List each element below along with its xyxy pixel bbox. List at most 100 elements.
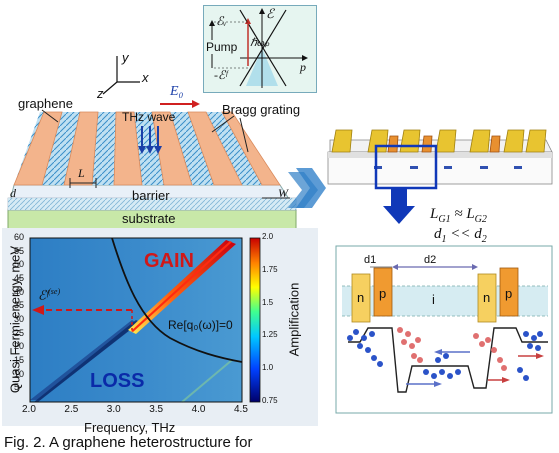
eq-d2: d: [474, 226, 482, 242]
carrier-dot: [479, 341, 485, 347]
y-tick-label: 55: [14, 245, 25, 256]
carrier-dot: [485, 337, 491, 343]
carrier-dot: [443, 353, 449, 359]
band-ev-label: ℰᵥ: [216, 14, 227, 28]
carrier-dot: [423, 369, 429, 375]
carrier-dot: [415, 337, 421, 343]
y-tick-label: 40: [14, 286, 25, 297]
y-tick-label: 45: [14, 273, 25, 283]
carrier-dot: [497, 357, 503, 363]
w-label: W: [278, 186, 288, 200]
y-tick-label: 10: [14, 368, 25, 379]
carrier-dot: [411, 353, 417, 359]
y-tick-label: 5: [14, 382, 20, 393]
carrier-dot: [517, 367, 523, 373]
band-ef-label: -ℰᶠ: [214, 68, 228, 82]
carrier-dot: [537, 331, 543, 337]
eq-lg1-sub: G1: [438, 214, 451, 225]
field-e0-label: E₀: [170, 84, 184, 99]
ef-se-label: ℰᶠ(se): [38, 287, 60, 303]
region-i: i: [432, 292, 435, 307]
eq-d1-sub: 1: [441, 234, 447, 245]
band-momentum-axis-label: p: [300, 60, 306, 74]
carrier-dot: [397, 327, 403, 333]
graphene-label: graphene: [18, 96, 73, 111]
barrier-label: barrier: [132, 188, 170, 203]
ef-se-sup: (se): [48, 287, 61, 296]
carrier-dot: [377, 361, 383, 367]
x-tick-label: 4.0: [191, 404, 206, 415]
gain-map-xlabel: Frequency, THz: [84, 420, 176, 435]
carrier-dot: [501, 365, 507, 371]
colorbar-tick-label: 1.5: [262, 297, 274, 307]
carrier-dot: [365, 347, 371, 353]
region-n1: n: [357, 290, 365, 305]
x-tick-label: 4.5: [234, 404, 248, 415]
colorbar-tick-label: 2.0: [262, 232, 274, 241]
band-hw-label: ℏωₚ: [250, 37, 270, 49]
gain-label: GAIN: [144, 250, 194, 272]
y-tick-label: 35: [14, 300, 25, 311]
d2-label: d2: [424, 254, 437, 266]
carrier-dot: [371, 355, 377, 361]
y-tick-label: 50: [14, 259, 25, 270]
colorbar-tick-label: 1.0: [262, 363, 274, 373]
eq-lg1: L: [430, 206, 439, 222]
eq-d2-sub: 2: [481, 234, 487, 245]
band-pump-label: Pump: [206, 40, 238, 54]
x-tick-label: 3.5: [149, 404, 164, 415]
y-tick-label: 15: [14, 355, 25, 365]
carrier-dot: [473, 333, 479, 339]
y-tick-label: 30: [14, 314, 25, 324]
eq-lg2: L: [466, 206, 475, 222]
axis-y-label: y: [122, 50, 129, 65]
loss-label: LOSS: [90, 370, 145, 392]
x-tick-label: 2.0: [22, 404, 36, 415]
ef-se-symbol: ℰᶠ: [38, 287, 49, 303]
region-n2: n: [483, 290, 491, 305]
carrier-dot: [357, 343, 363, 349]
carrier-dot: [361, 335, 367, 341]
l-label: L: [78, 166, 85, 180]
figure-caption: Fig. 2. A graphene heterostructure for: [4, 434, 253, 451]
eq-d1: d: [434, 226, 442, 242]
carrier-dot: [455, 369, 461, 375]
carrier-dot: [353, 329, 359, 335]
carrier-dot: [409, 343, 415, 349]
eq-lg2-sub: G2: [474, 214, 487, 225]
carrier-dot: [447, 373, 453, 379]
curve-label: Re[q₀(ω)]=0: [168, 318, 233, 332]
y-tick-label: 25: [14, 327, 25, 338]
carrier-dot: [347, 335, 353, 341]
carrier-dot: [369, 331, 375, 337]
carrier-dot: [535, 345, 541, 351]
eq-lg-mid: ≈: [450, 206, 467, 222]
carrier-dot: [523, 375, 529, 381]
substrate-label: substrate: [122, 211, 176, 226]
eq-d-label: d1 << d2: [434, 226, 487, 245]
eq-lg-label: LG1 ≈ LG2: [430, 206, 487, 225]
axis-x-label: x: [142, 70, 149, 85]
x-tick-label: 2.5: [64, 404, 79, 415]
eq-d-mid: <<: [446, 226, 475, 242]
colorbar-tick-label: 0.75: [262, 396, 278, 405]
carrier-dot: [491, 347, 497, 353]
carrier-dot: [405, 331, 411, 337]
carrier-dot: [531, 335, 537, 341]
carrier-dot: [431, 373, 437, 379]
carrier-dot: [523, 331, 529, 337]
region-p1: p: [379, 286, 387, 301]
d-label: d: [10, 186, 16, 200]
x-tick-label: 3.0: [106, 404, 121, 415]
colorbar-tick-label: 1.75: [262, 264, 278, 274]
thz-wave-label: THz wave: [122, 110, 176, 124]
carrier-dot: [435, 357, 441, 363]
d1-label: d1: [364, 254, 377, 266]
carrier-dot: [401, 339, 407, 345]
